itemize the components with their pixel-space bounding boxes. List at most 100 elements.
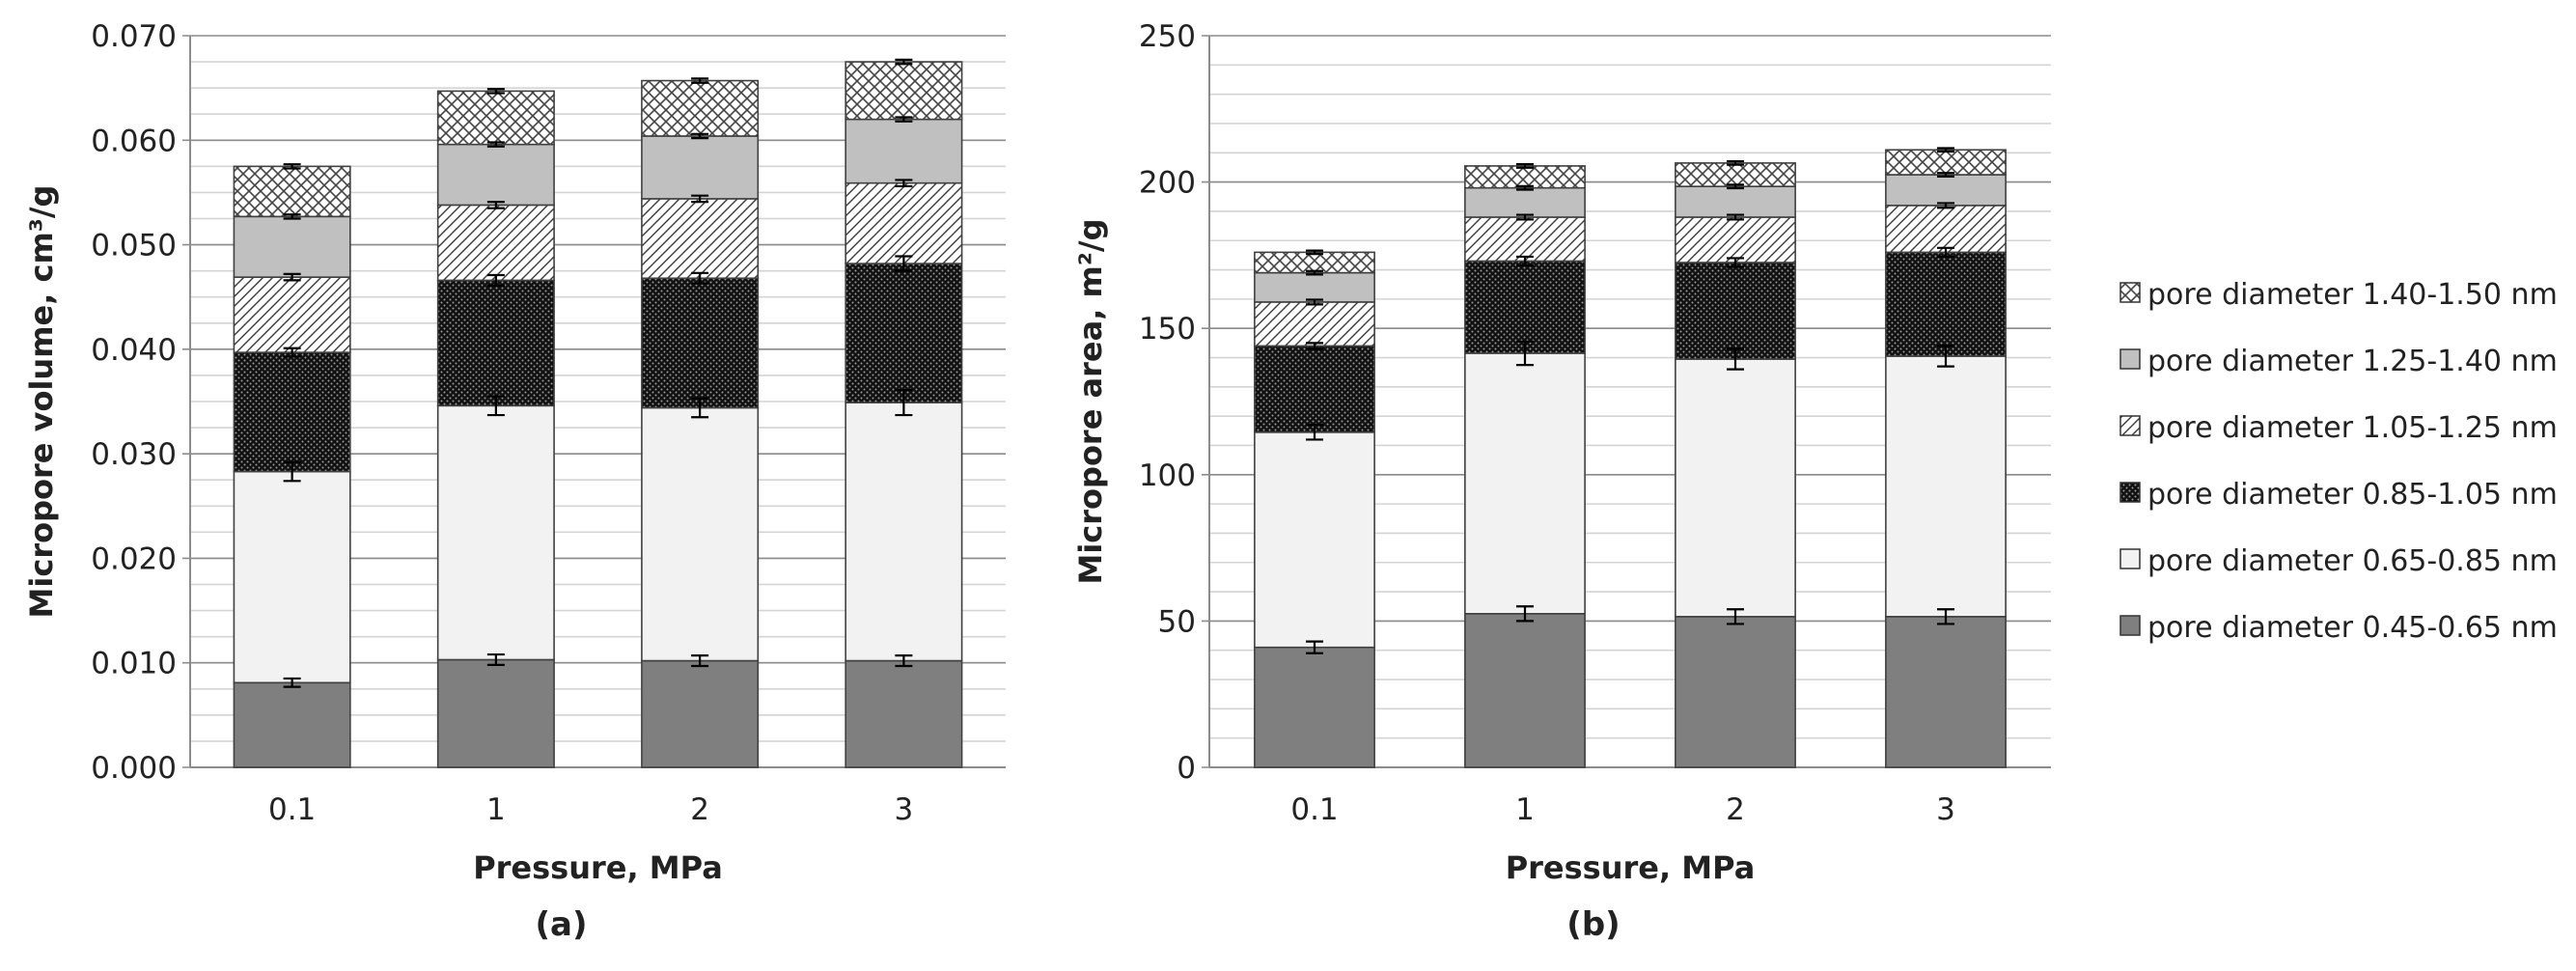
legend-label: pore diameter 0.85-1.05 nm <box>2147 478 2558 512</box>
chart-a-micropore-volume: 0.000 0.010 0.020 0.030 0.040 0.050 0.060 0.070… <box>23 19 1006 944</box>
stacked-bar <box>641 77 760 768</box>
bar-segment <box>1254 345 1375 433</box>
bar-segment <box>1464 352 1586 615</box>
legend-swatch-icon <box>2119 548 2141 569</box>
x-tick-label: 0.1 <box>268 792 316 827</box>
y-tick-label: 0.060 <box>91 124 177 158</box>
legend-swatch-icon <box>2119 282 2141 303</box>
chart-b-micropore-area: 0 50 100 150 200 250 0.1 1 2 3 Pressure, MPa Microp… <box>1072 19 2051 944</box>
legend-item: pore diameter 1.25-1.40 nm <box>2119 345 2558 378</box>
bar-segment <box>641 406 760 662</box>
bar-segment <box>1675 358 1796 618</box>
bar-segment <box>1254 271 1375 303</box>
legend-swatch-icon <box>2119 415 2141 436</box>
panel-label: (b) <box>1566 905 1620 944</box>
bar-segment <box>845 61 963 121</box>
legend-label: pore diameter 0.65-0.85 nm <box>2147 544 2558 578</box>
x-axis-title: Pressure, MPa <box>1506 849 1756 886</box>
y-tick-label: 0.020 <box>91 541 177 576</box>
x-tick-label: 2 <box>690 792 709 827</box>
bar-segment <box>436 90 555 146</box>
bar-segment <box>233 215 351 278</box>
y-tick-label: 0.010 <box>91 647 177 681</box>
bar-segment <box>233 351 351 473</box>
legend-label: pore diameter 0.45-0.65 nm <box>2147 611 2558 645</box>
panel-label: (a) <box>535 905 587 944</box>
bar-segment <box>1675 216 1796 264</box>
bar-segment <box>1675 616 1796 768</box>
bar-segment <box>641 79 760 137</box>
bar-segment <box>1675 185 1796 218</box>
stacked-bar <box>845 58 963 768</box>
bar-segment <box>1464 216 1586 263</box>
stacked-bar <box>1254 249 1375 768</box>
x-tick-label: 3 <box>1936 792 1955 827</box>
y-tick-label: 0.000 <box>91 751 177 786</box>
x-tick-label: 2 <box>1726 792 1745 827</box>
stacked-bar <box>1675 159 1796 768</box>
bar-segment <box>641 135 760 200</box>
bar-segment <box>1254 251 1375 274</box>
y-tick-label: 250 <box>1139 19 1196 54</box>
y-tick-label: 0.030 <box>91 437 177 472</box>
legend-swatch-icon <box>2119 482 2141 503</box>
legend-swatch-icon <box>2119 348 2141 370</box>
y-tick-label: 200 <box>1139 166 1196 201</box>
legend-item: pore diameter 0.65-0.85 nm <box>2119 544 2558 578</box>
stacked-bar <box>1464 163 1586 768</box>
bar-segment <box>1885 205 2007 254</box>
bar-segment <box>641 198 760 280</box>
legend-item: pore diameter 0.85-1.05 nm <box>2119 478 2558 512</box>
bar-segment <box>1885 616 2007 768</box>
legend-item: pore diameter 0.45-0.65 nm <box>2119 611 2558 645</box>
bar-segment <box>233 276 351 353</box>
bar-segment <box>1464 186 1586 218</box>
bar-segment <box>641 659 760 768</box>
bar-segment <box>1675 262 1796 360</box>
x-axis-title: Pressure, MPa <box>473 849 723 886</box>
y-tick-label: 150 <box>1139 312 1196 347</box>
legend-item: pore diameter 1.40-1.50 nm <box>2119 278 2558 312</box>
bar-segment <box>1885 149 2007 176</box>
bar-segment <box>436 404 555 661</box>
bar-segment <box>845 402 963 662</box>
legend-item: pore diameter 1.05-1.25 nm <box>2119 411 2558 445</box>
x-tick-label: 0.1 <box>1290 792 1338 827</box>
bar-segment <box>641 277 760 409</box>
bar-segment <box>1254 646 1375 768</box>
bar-segment <box>845 181 963 264</box>
legend: pore diameter 1.40-1.50 nm pore diameter… <box>2119 278 2558 645</box>
y-tick-label: 0.050 <box>91 229 177 264</box>
bar-segment <box>845 263 963 403</box>
bar-segment <box>845 659 963 768</box>
y-tick-label: 50 <box>1158 604 1196 639</box>
y-tick-label: 0.070 <box>91 19 177 54</box>
bar-segment <box>1254 431 1375 649</box>
y-axis-title: Micropore area, m²/g <box>1072 219 1109 585</box>
legend-label: pore diameter 1.05-1.25 nm <box>2147 411 2558 445</box>
bar-segment <box>1464 613 1586 768</box>
y-axis-title: Micropore volume, cm³/g <box>23 185 60 619</box>
bar-segment <box>1885 174 2007 207</box>
y-tick-label: 100 <box>1139 458 1196 493</box>
x-tick-label: 1 <box>1515 792 1535 827</box>
bar-segment <box>233 470 351 684</box>
stacked-bar <box>233 163 351 768</box>
bar-segment <box>1254 301 1375 347</box>
bar-segment <box>1885 355 2007 618</box>
legend-label: pore diameter 1.40-1.50 nm <box>2147 278 2558 312</box>
bar-segment <box>436 279 555 407</box>
bar-segment <box>1464 260 1586 354</box>
bar-segment <box>233 681 351 768</box>
stacked-bar <box>436 88 555 768</box>
bar-segment <box>845 118 963 184</box>
x-tick-label: 3 <box>895 792 914 827</box>
stacked-bar <box>1885 147 2007 768</box>
bar-segment <box>233 165 351 218</box>
legend-label: pore diameter 1.25-1.40 nm <box>2147 345 2558 378</box>
bar-segment <box>436 204 555 282</box>
bar-segment <box>436 658 555 768</box>
y-tick-label: 0.040 <box>91 333 177 368</box>
bar-segment <box>436 143 555 207</box>
